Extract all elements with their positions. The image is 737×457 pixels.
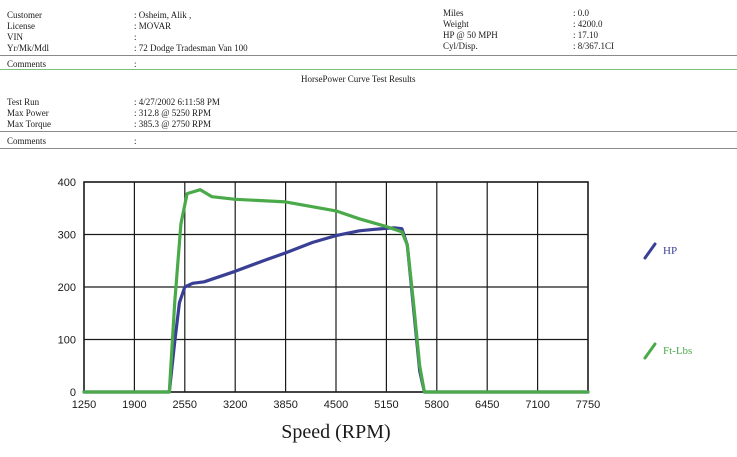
x-tick-label: 6450 <box>475 399 499 411</box>
x-tick-label: 7100 <box>525 399 549 411</box>
maxpower-value: : 312.8 @ 5250 RPM <box>134 108 212 118</box>
report-title: HorsePower Curve Test Results <box>301 74 416 84</box>
testrun-value: : 4/27/2002 6:11:58 PM <box>134 97 220 107</box>
x-tick-label: 5150 <box>374 399 398 411</box>
miles-value: : 0.0 <box>573 8 590 18</box>
divider <box>0 131 737 132</box>
customer-value: : Osheim, Alik , <box>134 10 192 20</box>
maxtorque-label: Max Torque <box>7 119 51 129</box>
maxtorque-value: : 385.3 @ 2750 RPM <box>134 119 212 129</box>
hp50-label: HP @ 50 MPH <box>443 30 498 40</box>
comments-value: : <box>134 59 137 69</box>
license-label: License <box>7 21 35 31</box>
testrun-label: Test Run <box>7 97 40 107</box>
x-tick-label: 1900 <box>122 399 146 411</box>
x-tick-label: 3200 <box>223 399 247 411</box>
legend-swatch <box>643 242 657 260</box>
customer-label: Customer <box>7 10 42 20</box>
weight-label: Weight <box>443 19 469 29</box>
maxpower-label: Max Power <box>7 108 49 118</box>
cyl-value: : 8/367.1CI <box>573 41 615 51</box>
license-value: : MOVAR <box>134 21 172 31</box>
y-tick-label: 300 <box>58 230 76 242</box>
comments-label: Comments <box>7 136 47 146</box>
x-tick-label: 3850 <box>273 399 297 411</box>
vin-label: VIN <box>7 32 23 42</box>
x-tick-label: 4500 <box>324 399 348 411</box>
divider <box>0 55 737 56</box>
divider <box>0 148 737 149</box>
y-tick-label: 100 <box>58 335 76 347</box>
hp50-value: : 17.10 <box>573 30 599 40</box>
cyl-label: Cyl/Disp. <box>443 41 478 51</box>
x-tick-label: 7750 <box>576 399 600 411</box>
legend-label: HP <box>663 245 677 257</box>
vin-value: : <box>134 32 137 42</box>
legend-swatch <box>643 342 657 360</box>
y-tick-label: 200 <box>58 282 76 294</box>
divider <box>0 69 737 70</box>
legend-label: Ft-Lbs <box>663 345 692 357</box>
ymm-value: : 72 Dodge Tradesman Van 100 <box>134 43 248 53</box>
x-tick-label: 5800 <box>425 399 449 411</box>
miles-label: Miles <box>443 8 464 18</box>
x-tick-label: 2550 <box>173 399 197 411</box>
x-tick-label: 1250 <box>72 399 96 411</box>
comments-label: Comments <box>7 59 47 69</box>
weight-value: : 4200.0 <box>573 19 603 29</box>
comments-value: : <box>134 136 137 146</box>
y-tick-label: 0 <box>70 387 76 399</box>
y-tick-label: 400 <box>58 177 76 189</box>
x-axis-title: Speed (RPM) <box>281 421 390 443</box>
ymm-label: Yr/Mk/Mdl <box>7 43 50 53</box>
series-line-ft-lbs <box>82 188 590 394</box>
